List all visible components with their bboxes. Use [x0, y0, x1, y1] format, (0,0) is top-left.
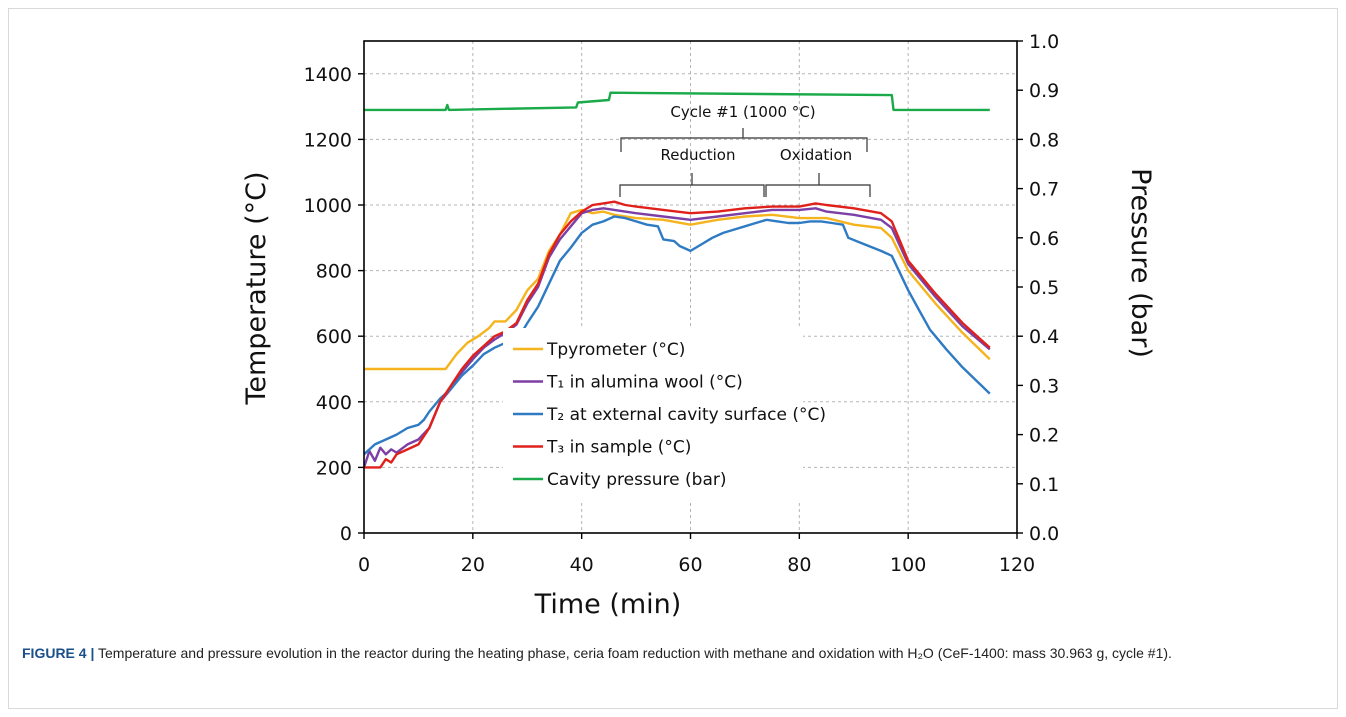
- legend-label: T₂ at external cavity surface (°C): [546, 405, 826, 425]
- x-tick-label: 20: [461, 554, 485, 576]
- y-left-tick-label: 1200: [304, 129, 352, 151]
- y-right-tick-label: 0.3: [1029, 375, 1059, 397]
- x-axis-ticks: 0 20 40 60 80 100 120: [358, 533, 1035, 576]
- y-right-tick-label: 0.8: [1029, 129, 1059, 151]
- y-left-tick-label: 1400: [304, 64, 352, 86]
- cycle-bracket: [620, 128, 868, 152]
- y-right-tick-label: 0.0: [1029, 523, 1059, 545]
- legend-background: [503, 328, 803, 500]
- series-line-2: [364, 207, 991, 468]
- cycle-label: Cycle #1 (1000 °C): [670, 103, 815, 121]
- x-tick-label: 60: [678, 554, 702, 576]
- y-left-axis-ticks: 0 200 400 600 800 1000 1200 1400: [304, 64, 364, 545]
- line-chart: 0 20 40 60 80 100 120 0 200 400 600 800 1000 1200 140…: [241, 31, 1156, 620]
- y-right-tick-label: 0.1: [1029, 474, 1059, 496]
- y-left-tick-label: 200: [316, 457, 352, 479]
- y-right-tick-label: 0.9: [1029, 80, 1059, 102]
- y-right-tick-label: 0.2: [1029, 425, 1059, 447]
- caption-text: Temperature and pressure evolution in th…: [98, 645, 1172, 661]
- figure-caption: FIGURE 4 | Temperature and pressure evol…: [22, 642, 1322, 665]
- y-left-tick-label: 1000: [304, 195, 352, 217]
- legend-label: Tpyrometer (°C): [546, 340, 685, 360]
- series-layer: [364, 91, 991, 469]
- series-line-1: [364, 208, 991, 371]
- series-line-5: [364, 91, 990, 112]
- x-tick-label: 0: [358, 554, 370, 576]
- y-right-tick-label: 0.5: [1029, 277, 1059, 299]
- y-right-tick-label: 0.4: [1029, 326, 1059, 348]
- legend-label: Cavity pressure (bar): [547, 470, 727, 490]
- series-line-4: [364, 200, 991, 469]
- y-left-axis-title: Temperature (°C): [241, 171, 272, 405]
- y-right-axis-ticks: 0.0 0.1 0.2 0.3 0.4 0.5 0.6 0.7 0.8 0.9 1.0: [1017, 31, 1059, 545]
- oxidation-bracket: [765, 173, 871, 197]
- x-tick-label: 120: [999, 554, 1035, 576]
- legend-label: T₁ in alumina wool (°C): [546, 373, 743, 393]
- oxidation-label: Oxidation: [780, 146, 852, 164]
- x-tick-label: 100: [890, 554, 926, 576]
- reduction-label: Reduction: [661, 146, 736, 164]
- y-right-tick-label: 0.6: [1029, 228, 1059, 250]
- figure-frame: [8, 8, 1338, 709]
- legend-label: T₃ in sample (°C): [546, 438, 691, 458]
- y-right-tick-label: 1.0: [1029, 31, 1059, 53]
- y-right-tick-label: 0.7: [1029, 179, 1059, 201]
- y-left-tick-label: 800: [316, 261, 352, 283]
- y-left-tick-label: 600: [316, 326, 352, 348]
- caption-label: FIGURE 4 |: [22, 645, 95, 661]
- x-axis-title: Time (min): [534, 589, 682, 620]
- y-right-axis-title: Pressure (bar): [1125, 168, 1156, 358]
- legend: Tpyrometer (°C) T₁ in alumina wool (°C) T₂…: [503, 328, 826, 500]
- phase-brackets: [619, 128, 871, 197]
- y-left-tick-label: 0: [340, 523, 352, 545]
- y-left-tick-label: 400: [316, 392, 352, 414]
- x-tick-label: 40: [570, 554, 594, 576]
- x-tick-label: 80: [787, 554, 811, 576]
- reduction-bracket: [619, 173, 765, 197]
